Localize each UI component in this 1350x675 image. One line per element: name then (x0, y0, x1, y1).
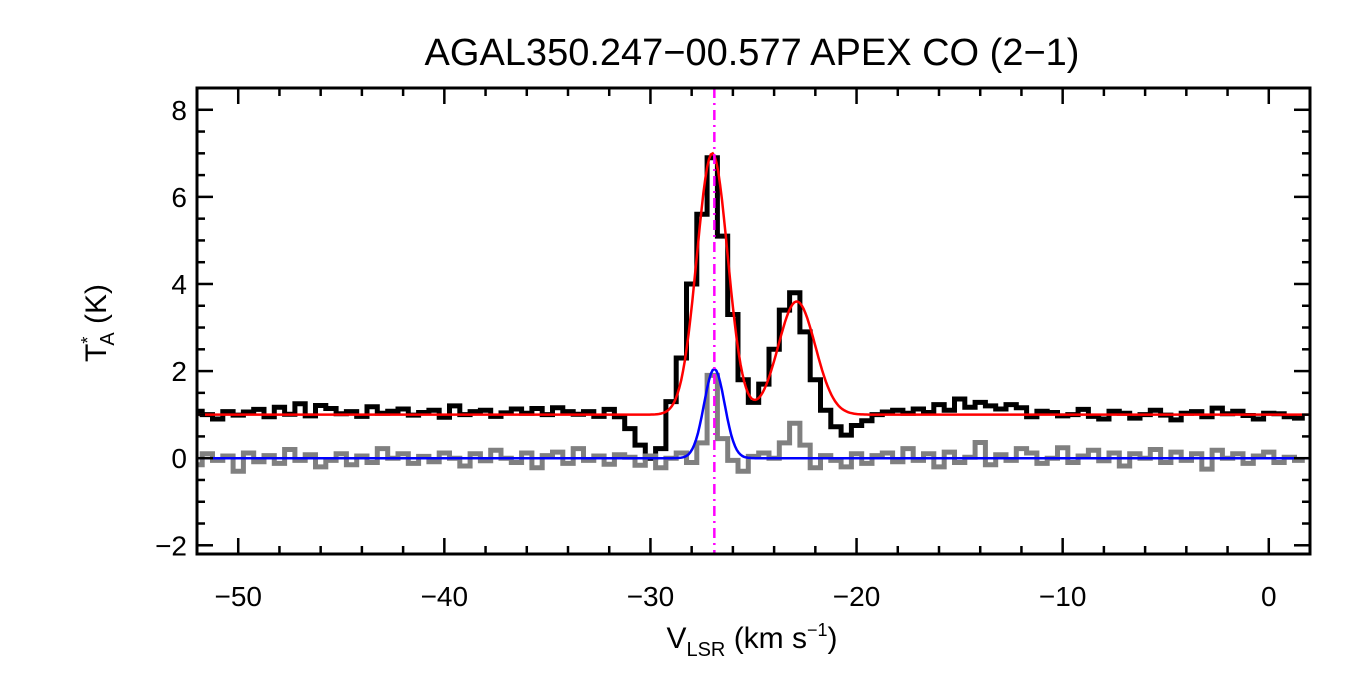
x-tick-label: −10 (1039, 581, 1087, 612)
y-tick-label: 6 (171, 182, 187, 213)
x-axis-label: VLSR (km s−1) (666, 620, 837, 661)
y-tick-label: −2 (155, 530, 187, 561)
x-axis-label-unit: (km s (725, 622, 807, 655)
y-tick-label: 4 (171, 269, 187, 300)
y-tick-label: 0 (171, 443, 187, 474)
y-axis-label-sub: A (97, 332, 119, 346)
y-axis-label-sup: * (78, 337, 98, 344)
y-tick-label: 2 (171, 356, 187, 387)
x-tick-label: −50 (214, 581, 262, 612)
fit-curve-2 (197, 151, 1310, 416)
x-axis-label-main: V (666, 622, 686, 655)
fit-curve-3 (197, 367, 1310, 460)
x-tick-label: −40 (421, 581, 469, 612)
y-tick-label: 8 (171, 95, 187, 126)
x-axis-label-sup: −1 (807, 620, 828, 640)
spectrum-series-1 (197, 372, 1305, 474)
x-axis-label-sub: LSR (686, 639, 725, 661)
plot-frame (195, 86, 1312, 556)
x-tick-label: 0 (1261, 581, 1277, 612)
y-axis-label-unit: (K) (80, 284, 113, 332)
chart-title: AGAL350.247−00.577 APEX CO (2−1) (425, 32, 1080, 74)
x-axis-label-close: ) (828, 622, 838, 655)
y-axis-label: T*A (K) (78, 284, 119, 362)
x-tick-label: −20 (833, 581, 881, 612)
spectrum-series-0 (197, 155, 1305, 461)
x-tick-label: −30 (627, 581, 675, 612)
plot-area (197, 88, 1310, 554)
y-axis-label-main: T (80, 344, 113, 362)
